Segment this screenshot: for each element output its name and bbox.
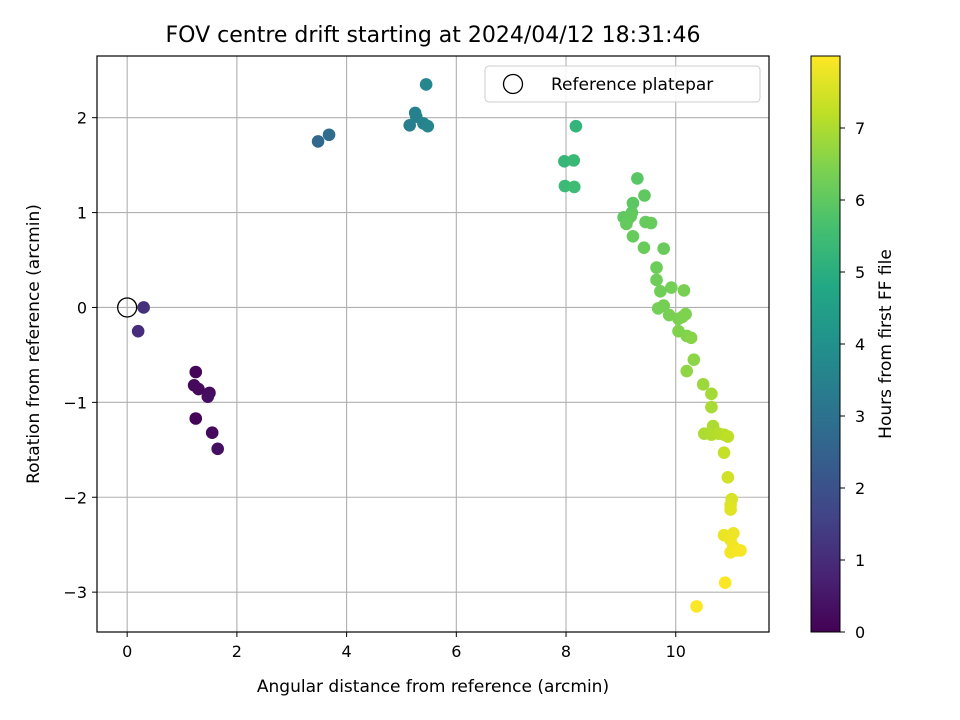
data-point xyxy=(189,412,203,425)
data-point xyxy=(677,284,691,297)
data-point xyxy=(644,216,658,230)
legend-box xyxy=(484,65,761,103)
data-point xyxy=(403,118,416,132)
chart-title: FOV centre drift starting at 2024/04/12 … xyxy=(166,23,701,48)
data-point xyxy=(569,119,583,133)
data-point xyxy=(650,261,663,274)
y-tick-label: 2 xyxy=(77,109,87,128)
data-point xyxy=(558,155,571,168)
data-point xyxy=(211,442,224,456)
y-tick-label: 1 xyxy=(77,204,87,223)
colorbar-tick-label: 5 xyxy=(855,263,865,282)
x-tick-label: 6 xyxy=(451,642,461,661)
x-tick-label: 0 xyxy=(122,642,132,661)
data-point xyxy=(421,119,435,133)
x-tick-label: 4 xyxy=(342,642,352,661)
data-point xyxy=(657,299,670,312)
x-tick-label: 2 xyxy=(232,642,242,661)
data-point xyxy=(680,364,694,378)
legend-entry-reference: Reference platepar xyxy=(551,75,713,95)
data-point xyxy=(638,189,651,202)
colorbar-tick-label: 7 xyxy=(855,119,865,138)
data-point xyxy=(192,382,205,396)
data-point xyxy=(679,307,692,321)
y-tick-label: −3 xyxy=(63,583,87,602)
plot-grid xyxy=(97,56,769,632)
data-point xyxy=(705,387,718,401)
legend-marker-reference xyxy=(502,73,524,95)
data-point xyxy=(201,390,215,403)
colorbar: 0 1 2 3 4 5 6 7 Hours from first FF file xyxy=(810,55,896,642)
data-point xyxy=(626,229,640,243)
colorbar-ticks: 0 1 2 3 4 5 6 7 xyxy=(840,119,865,642)
colorbar-tick-label: 1 xyxy=(855,551,865,570)
x-tick-label: 10 xyxy=(666,642,686,661)
data-point xyxy=(684,331,698,345)
data-point xyxy=(205,426,219,440)
colorbar-label: Hours from first FF file xyxy=(876,249,896,439)
data-point xyxy=(690,600,703,613)
data-point xyxy=(654,285,667,298)
data-point xyxy=(322,128,336,142)
y-axis-label: Rotation from reference (arcmin) xyxy=(24,204,44,484)
data-point xyxy=(717,446,731,459)
reference-platepar-marker xyxy=(117,297,138,318)
x-axis-label: Angular distance from reference (arcmin) xyxy=(257,677,609,697)
data-point xyxy=(189,365,203,379)
data-point xyxy=(558,179,572,193)
plot-points xyxy=(117,78,747,613)
data-point xyxy=(311,135,325,148)
data-point xyxy=(620,217,633,231)
data-point xyxy=(419,78,433,91)
data-point xyxy=(657,242,670,255)
data-point xyxy=(721,430,735,443)
legend: Reference platepar xyxy=(484,65,761,103)
y-tick-label: −2 xyxy=(63,488,87,507)
data-point xyxy=(721,471,735,484)
data-point xyxy=(637,241,651,254)
data-point xyxy=(650,273,663,287)
y-tick-label: −1 xyxy=(63,393,87,412)
data-point xyxy=(137,301,150,314)
axis-ticks: 0 2 4 6 8 10 −3 −2 −1 0 1 2 xyxy=(63,109,686,661)
data-point xyxy=(626,196,640,210)
data-point xyxy=(705,400,718,414)
colorbar-gradient xyxy=(810,55,841,633)
colorbar-tick-label: 3 xyxy=(855,407,865,426)
plot-frame xyxy=(96,55,770,633)
data-point xyxy=(718,576,732,589)
data-point xyxy=(724,503,737,516)
data-point xyxy=(567,154,581,167)
colorbar-tick-label: 6 xyxy=(855,191,865,210)
data-point xyxy=(631,172,644,185)
colorbar-tick-label: 0 xyxy=(855,623,865,642)
y-tick-label: 0 xyxy=(77,298,87,317)
data-point xyxy=(696,378,710,391)
data-point xyxy=(567,180,581,194)
colorbar-tick-label: 4 xyxy=(855,335,865,354)
data-point xyxy=(131,324,145,338)
data-point xyxy=(665,281,678,294)
data-point xyxy=(734,544,747,557)
x-tick-label: 8 xyxy=(561,642,571,661)
data-point xyxy=(687,353,701,366)
colorbar-tick-label: 2 xyxy=(855,479,865,498)
